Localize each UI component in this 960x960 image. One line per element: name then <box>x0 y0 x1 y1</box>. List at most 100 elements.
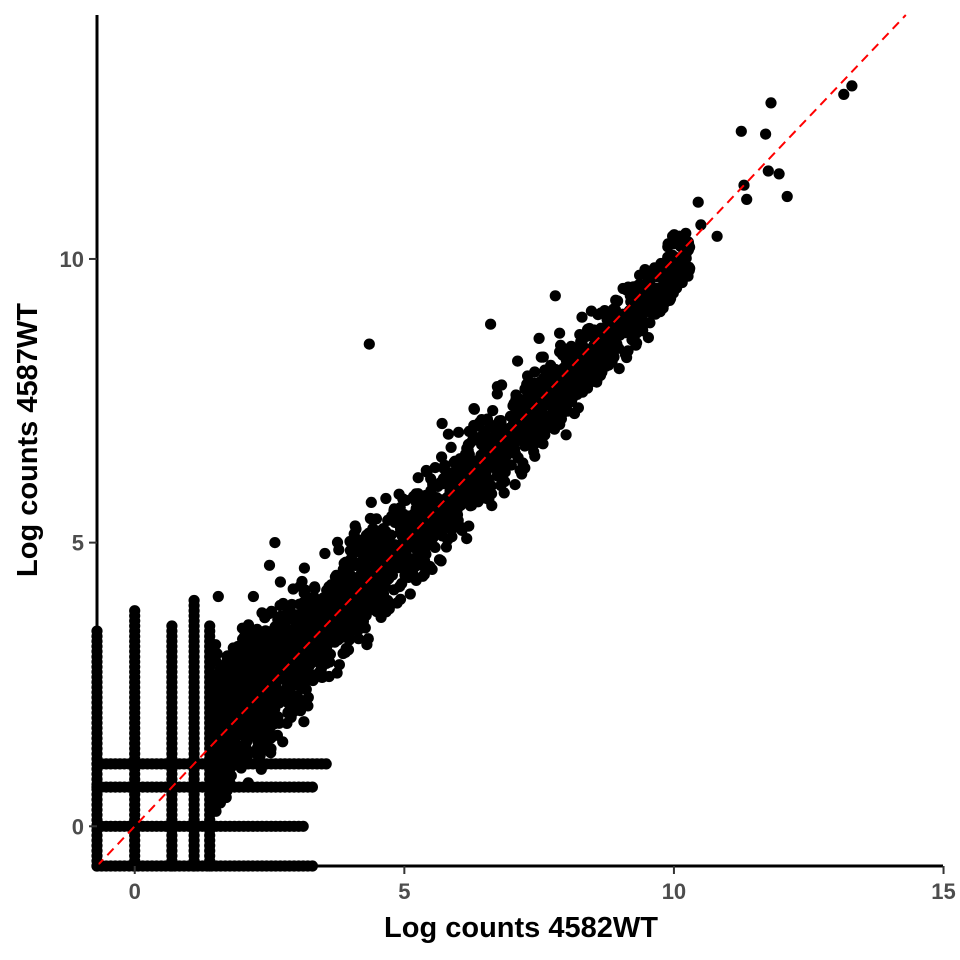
data-point <box>301 633 313 645</box>
data-point <box>444 469 456 481</box>
data-point <box>711 230 723 242</box>
data-point <box>762 165 774 177</box>
data-point <box>377 523 389 535</box>
data-point <box>461 533 473 545</box>
data-point <box>464 438 476 450</box>
data-point <box>509 479 521 491</box>
data-point <box>229 729 241 741</box>
data-point <box>297 820 309 832</box>
data-point <box>511 355 524 367</box>
data-point <box>421 466 433 478</box>
x-tick-label: 10 <box>662 879 686 904</box>
data-point <box>404 588 416 600</box>
data-point <box>294 705 307 717</box>
data-point <box>215 712 227 725</box>
data-point <box>468 403 480 415</box>
data-point <box>286 598 298 611</box>
data-point <box>491 381 503 393</box>
data-point <box>630 327 643 339</box>
data-point <box>294 580 306 592</box>
data-point <box>378 531 390 543</box>
data-point <box>610 294 622 306</box>
data-point <box>321 655 333 667</box>
data-point <box>429 462 441 474</box>
data-point <box>252 734 264 746</box>
data-point <box>588 358 600 370</box>
data-point <box>412 488 424 500</box>
data-point <box>630 339 642 351</box>
data-point <box>319 547 331 560</box>
data-point <box>331 667 343 679</box>
data-point <box>298 562 310 574</box>
data-point <box>265 626 277 638</box>
data-point <box>538 395 551 407</box>
data-point <box>364 512 376 525</box>
data-point <box>436 519 448 531</box>
x-tick-label: 5 <box>398 879 410 904</box>
data-point <box>545 380 557 392</box>
data-point <box>265 605 278 618</box>
data-point <box>781 190 793 203</box>
data-points <box>91 80 858 872</box>
data-point <box>664 287 677 299</box>
data-point <box>741 193 753 205</box>
data-point <box>269 537 281 549</box>
identity-reference-line <box>96 14 907 867</box>
data-point <box>560 429 572 441</box>
data-point <box>838 88 850 100</box>
data-point <box>536 420 549 432</box>
data-point <box>765 97 777 109</box>
data-point <box>560 355 573 367</box>
x-tick-label: 0 <box>129 879 141 904</box>
data-point <box>486 500 498 512</box>
data-point <box>576 311 588 323</box>
y-tick-label: 5 <box>72 531 84 556</box>
data-point <box>247 590 259 603</box>
data-point <box>353 633 365 645</box>
data-point <box>435 555 447 567</box>
data-point <box>294 681 306 693</box>
data-point <box>509 448 521 460</box>
data-point <box>773 168 785 180</box>
data-point <box>539 429 551 441</box>
data-point <box>272 614 284 626</box>
data-point <box>263 559 276 571</box>
data-point <box>522 385 534 397</box>
data-point <box>449 455 461 467</box>
data-point <box>510 389 522 401</box>
data-point <box>400 548 412 561</box>
data-point <box>585 305 598 317</box>
data-point <box>459 459 471 471</box>
data-point <box>735 125 747 137</box>
data-point <box>564 343 576 355</box>
data-point <box>242 619 255 631</box>
data-point <box>662 241 674 253</box>
data-point <box>442 428 454 440</box>
data-point <box>538 372 550 384</box>
data-point <box>434 509 446 522</box>
data-point <box>339 582 351 594</box>
data-point <box>446 531 458 543</box>
data-point <box>478 473 490 485</box>
data-point <box>307 653 319 665</box>
data-point <box>557 372 570 384</box>
data-point <box>225 652 238 664</box>
data-point <box>358 539 370 551</box>
data-point <box>596 351 609 364</box>
data-point <box>487 405 499 417</box>
data-point <box>522 370 534 382</box>
data-point <box>375 611 387 624</box>
data-point <box>485 318 497 330</box>
data-point <box>380 492 392 505</box>
data-point <box>242 670 254 682</box>
data-point <box>247 701 259 713</box>
data-point <box>673 253 685 265</box>
data-point <box>330 569 342 581</box>
data-point <box>290 660 302 672</box>
data-point <box>237 633 249 645</box>
data-point <box>554 327 566 339</box>
data-point <box>339 630 351 642</box>
data-point <box>386 560 398 572</box>
data-point <box>630 281 642 293</box>
data-point <box>568 407 581 420</box>
